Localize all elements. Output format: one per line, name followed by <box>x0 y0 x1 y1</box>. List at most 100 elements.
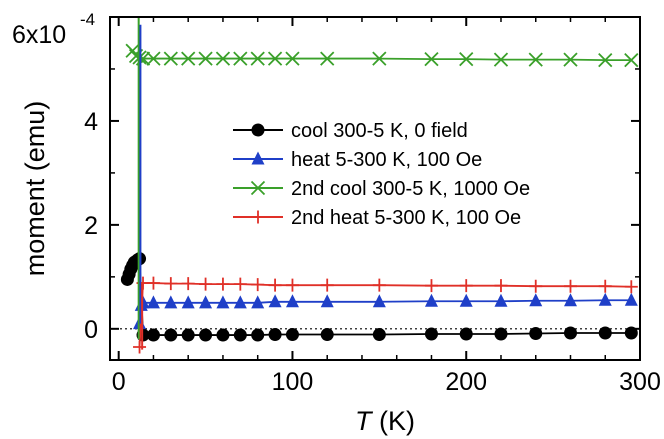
data-point <box>181 277 195 291</box>
data-point <box>494 279 508 293</box>
data-point <box>233 295 247 309</box>
series-line <box>138 299 632 324</box>
data-point <box>598 52 613 68</box>
legend-entry-3: 2nd cool 300-5 K, 1000 Oe <box>233 178 530 200</box>
data-point <box>563 326 577 340</box>
data-point <box>563 279 577 293</box>
data-point <box>146 295 160 309</box>
data-point <box>285 294 299 308</box>
legend-entry-2: heat 5-300 K, 100 Oe <box>233 149 482 171</box>
legend-label: 2nd heat 5-300 K, 100 Oe <box>291 207 521 229</box>
legend: cool 300-5 K, 0 field heat 5-300 K, 100 O… <box>233 120 530 229</box>
data-point <box>199 277 213 291</box>
x-axis-symbol: T <box>355 406 374 436</box>
data-point <box>199 295 213 309</box>
data-point <box>424 293 438 307</box>
legend-entry-1: cool 300-5 K, 0 field <box>233 120 468 142</box>
data-point <box>598 279 612 293</box>
data-point <box>563 293 577 307</box>
data-point <box>459 279 473 293</box>
legend-swatch-marker <box>251 151 265 165</box>
series-4 <box>133 276 638 354</box>
data-point <box>624 280 638 294</box>
data-point <box>598 326 612 340</box>
y-scale-exponent: -4 <box>80 10 95 29</box>
y-tick-label: 2 <box>84 212 98 240</box>
data-point <box>528 52 543 67</box>
data-point <box>493 52 509 67</box>
data-point <box>424 279 438 293</box>
data-point <box>146 51 161 66</box>
data-point <box>233 277 247 291</box>
legend-label: cool 300-5 K, 0 field <box>291 120 468 142</box>
data-point <box>494 293 508 307</box>
data-point <box>598 292 612 306</box>
x-tick-label: 300 <box>619 368 661 396</box>
data-point <box>164 277 178 291</box>
data-point <box>372 278 386 292</box>
x-axis-title: T (K) <box>355 406 415 436</box>
data-point <box>251 295 265 309</box>
data-point <box>529 326 543 340</box>
data-point <box>459 327 473 341</box>
data-point <box>146 328 160 342</box>
data-point <box>372 294 386 308</box>
series-2 <box>133 292 638 330</box>
y-axis-title: moment (emu) <box>20 101 50 277</box>
data-point <box>285 278 299 292</box>
data-point <box>320 51 335 66</box>
data-point <box>285 51 300 66</box>
data-point <box>529 293 543 307</box>
data-point <box>268 328 282 342</box>
plot-frame <box>109 16 641 361</box>
y-tick-label: 4 <box>84 108 98 136</box>
data-point <box>320 328 334 342</box>
data-point <box>216 295 230 309</box>
data-point <box>133 340 147 354</box>
x-tick-label: 100 <box>272 368 314 396</box>
legend-entry-4: 2nd heat 5-300 K, 100 Oe <box>233 207 521 229</box>
data-point <box>529 279 543 293</box>
data-point <box>215 51 231 66</box>
data-point <box>268 278 282 292</box>
data-point <box>163 51 178 66</box>
series-3 <box>125 43 639 68</box>
data-point <box>624 52 639 68</box>
data-point <box>424 327 438 341</box>
data-point <box>320 278 334 292</box>
x-axis-unit: (K) <box>372 406 416 436</box>
data-point <box>199 328 213 342</box>
series-line <box>138 282 632 348</box>
data-point <box>164 295 178 309</box>
data-point <box>216 277 230 291</box>
data-layer <box>120 17 639 354</box>
data-point <box>624 292 638 306</box>
data-point <box>268 294 282 308</box>
data-point <box>181 295 195 309</box>
data-point <box>233 328 247 342</box>
y-tick-label: 0 <box>84 316 98 344</box>
data-point <box>267 51 283 66</box>
y-scale-label: 6x10 <box>12 21 66 49</box>
data-point <box>285 328 299 342</box>
x-tick-label: 200 <box>445 368 487 396</box>
legend-swatch-marker <box>251 123 265 137</box>
data-point <box>216 328 230 342</box>
data-point <box>164 328 178 342</box>
x-tick-label: 0 <box>112 368 126 396</box>
legend-label: heat 5-300 K, 100 Oe <box>291 149 482 171</box>
data-point <box>181 328 195 342</box>
data-point <box>233 51 248 66</box>
data-point <box>494 327 508 341</box>
data-point <box>372 51 387 66</box>
data-point <box>372 328 386 342</box>
data-point <box>251 278 265 292</box>
data-point <box>198 51 213 66</box>
data-point <box>181 51 196 66</box>
series-line <box>131 50 632 62</box>
data-point <box>459 293 473 307</box>
data-point <box>146 276 160 290</box>
data-point <box>424 51 439 67</box>
data-point <box>250 51 265 66</box>
